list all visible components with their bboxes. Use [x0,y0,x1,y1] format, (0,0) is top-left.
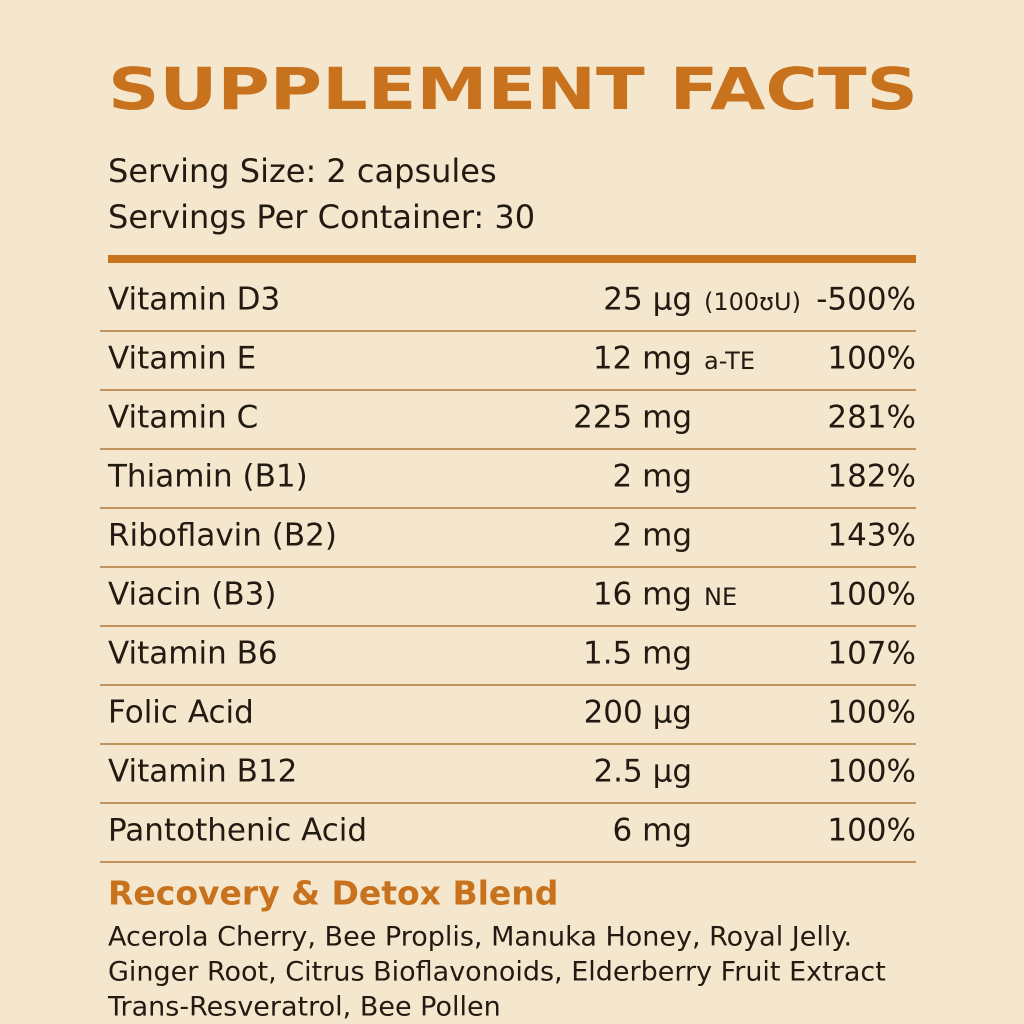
amount: 12 mg [593,341,692,377]
ingredient-line: Ginger Root, Citrus Bioflavonoids, Elder… [108,957,886,988]
daily-value: 107% [827,636,916,672]
nutrient-name: Vitamin D3 [108,282,280,318]
nutrient-name: Riboflavin (B2) [108,518,337,554]
daily-value: 143% [827,518,916,554]
daily-value: 281% [827,400,916,436]
nutrient-name: Vitamin B12 [108,754,297,790]
unit-note: NE [704,583,737,611]
servings-per-container: Servings Per Container: 30 [108,198,535,236]
amount: 1.5 mg [583,636,692,672]
daily-value: 100% [827,695,916,731]
daily-value: 182% [827,459,916,495]
amount: 6 mg [613,813,692,849]
amount: 25 μg [603,282,692,318]
amount: 2.5 μg [593,754,692,790]
amount: 2 mg [613,518,692,554]
nutrient-name: Viacin (B3) [108,577,276,613]
nutrient-name: Vitamin B6 [108,636,278,672]
daily-value: -500% [816,282,916,318]
amount: 200 μg [584,695,692,731]
thick-rule [108,255,916,263]
amount: 16 mg [593,577,692,613]
amount: 225 mg [573,400,692,436]
nutrient-name: Vitamin E [108,341,256,377]
amount: 2 mg [613,459,692,495]
nutrient-name: Thiamin (B1) [107,459,308,495]
nutrient-name: Vitamin C [108,400,258,436]
title: SUPPLEMENT FACTS [108,55,918,123]
nutrient-name: Pantothenic Acid [108,813,367,849]
daily-value: 100% [827,341,916,377]
ingredient-line: Trans-Resveratrol, Bee Pollen [107,992,501,1023]
daily-value: 100% [827,577,916,613]
serving-size: Serving Size: 2 capsules [108,152,497,190]
daily-value: 100% [827,754,916,790]
nutrient-name: Folic Acid [108,695,254,731]
ingredient-line: Acerola Cherry, Bee Proplis, Manuka Hone… [108,922,852,953]
unit-note: a-TE [704,347,755,375]
unit-note: (100ʊU) [704,288,801,316]
blend-title: Recovery & Detox Blend [108,874,558,913]
daily-value: 100% [827,813,916,849]
